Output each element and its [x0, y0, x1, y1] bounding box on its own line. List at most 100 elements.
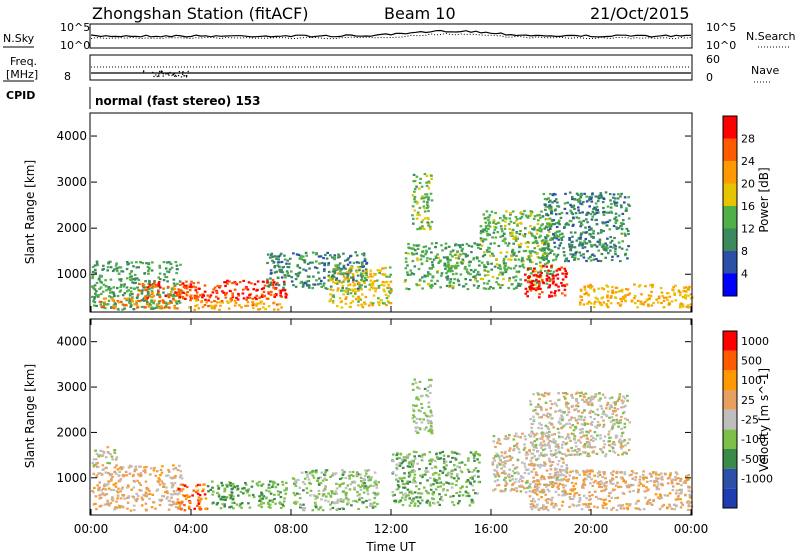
echo-cell [620, 505, 623, 508]
echo-cell [132, 308, 135, 311]
echo-cell [531, 444, 534, 447]
echo-cell [673, 292, 676, 295]
echo-cell [400, 462, 404, 465]
echo-cell [202, 488, 205, 491]
echo-cell [622, 395, 625, 398]
echo-cell [235, 296, 238, 299]
echo-cell [621, 288, 624, 291]
echo-cell [536, 244, 540, 247]
echo-cell [113, 451, 117, 454]
echo-cell [666, 477, 670, 480]
echo-cell [563, 254, 566, 257]
echo-cell [355, 298, 358, 301]
echo-cell [557, 285, 560, 288]
echo-cell [526, 479, 529, 483]
echo-cell [426, 470, 430, 473]
echo-cell [167, 499, 171, 503]
echo-cell [439, 498, 442, 501]
echo-cell [430, 467, 434, 470]
echo-cell [512, 438, 516, 441]
echo-cell [161, 482, 165, 485]
echo-cell [361, 269, 365, 272]
echo-cell [401, 477, 404, 480]
echo-cell [595, 223, 599, 226]
echo-cell [533, 228, 536, 231]
echo-cell [342, 272, 345, 275]
echo-cell [358, 282, 361, 285]
echo-cell [362, 254, 366, 257]
echo-cell [480, 244, 484, 247]
echo-cell [136, 295, 139, 298]
echo-cell [270, 272, 273, 275]
echo-cell [579, 301, 582, 304]
echo-cell [273, 265, 277, 268]
echo-cell [144, 280, 147, 283]
echo-cell [302, 259, 305, 262]
echo-cell [395, 457, 399, 460]
echo-cell [250, 282, 253, 285]
echo-cell [183, 495, 187, 498]
echo-cell [106, 446, 110, 449]
echo-cell [105, 484, 108, 487]
echo-cell [646, 502, 649, 505]
echo-cell [331, 289, 335, 292]
echo-cell [342, 252, 345, 255]
echo-cell [353, 488, 356, 491]
echo-cell [177, 300, 181, 303]
echo-cell [528, 279, 532, 282]
echo-cell [445, 481, 449, 484]
echo-cell [606, 296, 609, 299]
echo-cell [604, 455, 607, 458]
echo-cell [536, 228, 540, 231]
echo-cell [275, 294, 278, 297]
echo-cell [555, 477, 559, 480]
echo-cell [582, 445, 586, 448]
echo-cell [369, 279, 372, 282]
echo-cell [146, 286, 150, 289]
echo-cell [174, 261, 178, 264]
echo-cell [476, 286, 480, 289]
echo-cell [497, 473, 500, 476]
echo-cell [332, 501, 335, 504]
echo-cell [306, 475, 309, 478]
echo-cell [544, 236, 547, 239]
echo-cell [346, 292, 350, 295]
echo-cell [238, 505, 242, 508]
nave-dip-point [178, 70, 181, 73]
echo-cell [677, 289, 681, 292]
echo-cell [550, 291, 553, 294]
echo-cell [615, 227, 619, 230]
echo-cell [473, 242, 476, 245]
echo-cell [252, 288, 255, 291]
echo-cell [680, 501, 683, 504]
echo-cell [602, 301, 605, 304]
echo-cell [112, 286, 116, 289]
y-tick-label: 4000 [56, 129, 87, 143]
echo-cell [593, 474, 596, 477]
echo-cell [467, 459, 470, 462]
colorbar-tick-label: 20 [741, 178, 755, 191]
echo-cell [671, 478, 675, 481]
echo-cell [483, 269, 486, 272]
echo-cell [600, 304, 604, 307]
echo-cell [476, 280, 479, 283]
echo-cell [147, 270, 150, 273]
echo-cell [620, 247, 624, 250]
echo-cell [454, 468, 457, 471]
echo-cell [138, 489, 141, 492]
echo-cell [107, 299, 111, 302]
echo-cell [515, 466, 519, 469]
echo-cell [414, 426, 418, 429]
echo-cell [477, 480, 481, 484]
echo-cell [480, 239, 483, 242]
y-tick-label: 1000 [56, 267, 87, 281]
echo-cell [95, 475, 99, 478]
echo-cell [184, 292, 188, 295]
echo-cell [203, 290, 207, 293]
echo-cell [294, 273, 298, 276]
echo-cell [422, 205, 426, 208]
echo-cell [514, 215, 518, 219]
echo-cell [100, 301, 103, 304]
echo-cell [332, 276, 336, 279]
echo-cell [357, 473, 360, 476]
